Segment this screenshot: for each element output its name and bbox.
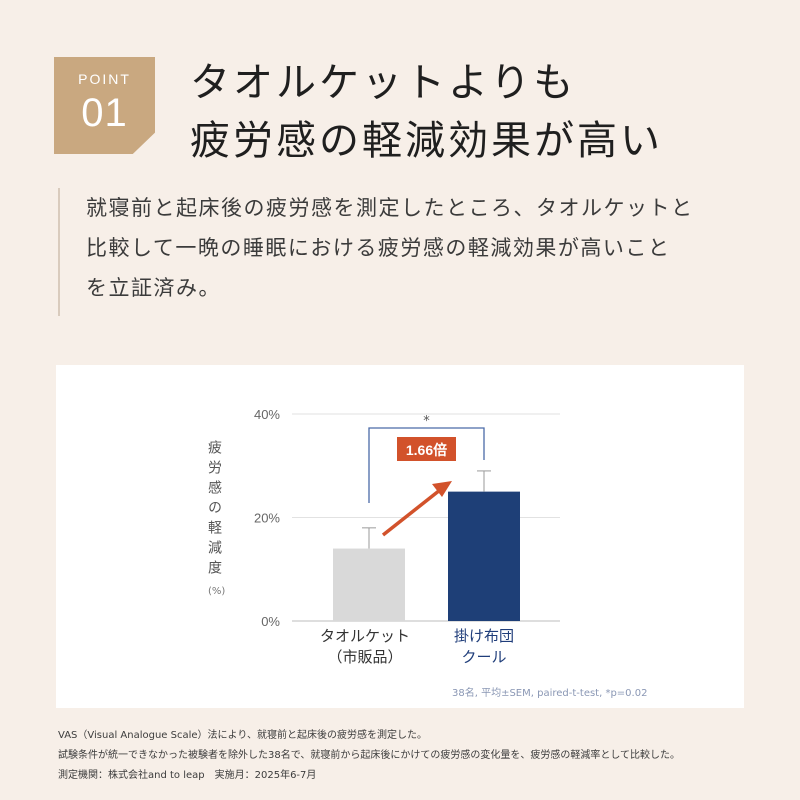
ratio-label: 1.66倍 [406,442,447,458]
category-towel-line-2: （市販品） [327,648,403,666]
y-tick-label: 20% [254,511,280,526]
point-badge: POINT 01 [54,57,155,154]
footnote-1: VAS（Visual Analogue Scale）法により、就寝前と起床後の疲… [58,730,427,741]
footnote-3: 測定機関：株式会社and to leap 実施月：2025年6-7月 [58,770,317,781]
y-axis-label: 疲労感の軽減度 [206,440,222,580]
footnotes: VAS（Visual Analogue Scale）法により、就寝前と起床後の疲… [58,726,680,786]
intro-line-2: 比較して一晩の睡眠における疲労感の軽減効果が高いこと [86,236,671,260]
category-label-cool: 掛け布団 クール [420,626,548,668]
bar-towel [333,548,405,621]
category-cool-line-2: クール [461,648,507,666]
stat-note: 38名, 平均±SEM, paired-t-test, *p=0.02 [452,688,648,699]
category-label-towel: タオルケット （市販品） [300,626,430,668]
y-tick-label: 0% [261,614,280,629]
y-tick-label: 40% [254,407,280,422]
point-label: POINT [78,71,131,87]
chart-panel [56,365,744,708]
significance-bracket [368,427,485,503]
increase-arrow-head [432,481,452,497]
increase-arrow [381,488,442,537]
footnote-2: 試験条件が統一できなかった被験者を除外した38名で、就寝前から起床後にかけての疲… [58,750,681,761]
headline-line-1: タオルケットよりも [190,60,577,106]
headline: タオルケットよりも 疲労感の軽減効果が高い [190,54,663,170]
bar-cool [448,491,520,621]
ratio-label-box [397,437,456,461]
category-towel-line-1: タオルケット [319,627,410,645]
point-number: 01 [81,91,128,135]
intro-line-1: 就寝前と起床後の疲労感を測定したところ、タオルケットと [86,196,694,220]
significance-star: * [423,414,430,429]
category-cool-line-1: 掛け布団 [453,627,514,645]
intro-text: 就寝前と起床後の疲労感を測定したところ、タオルケットと 比較して一晩の睡眠におけ… [58,188,778,316]
intro-line-3: を立証済み。 [86,276,221,300]
headline-line-2: 疲労感の軽減効果が高い [190,118,663,164]
y-axis-unit: (%) [208,586,226,597]
